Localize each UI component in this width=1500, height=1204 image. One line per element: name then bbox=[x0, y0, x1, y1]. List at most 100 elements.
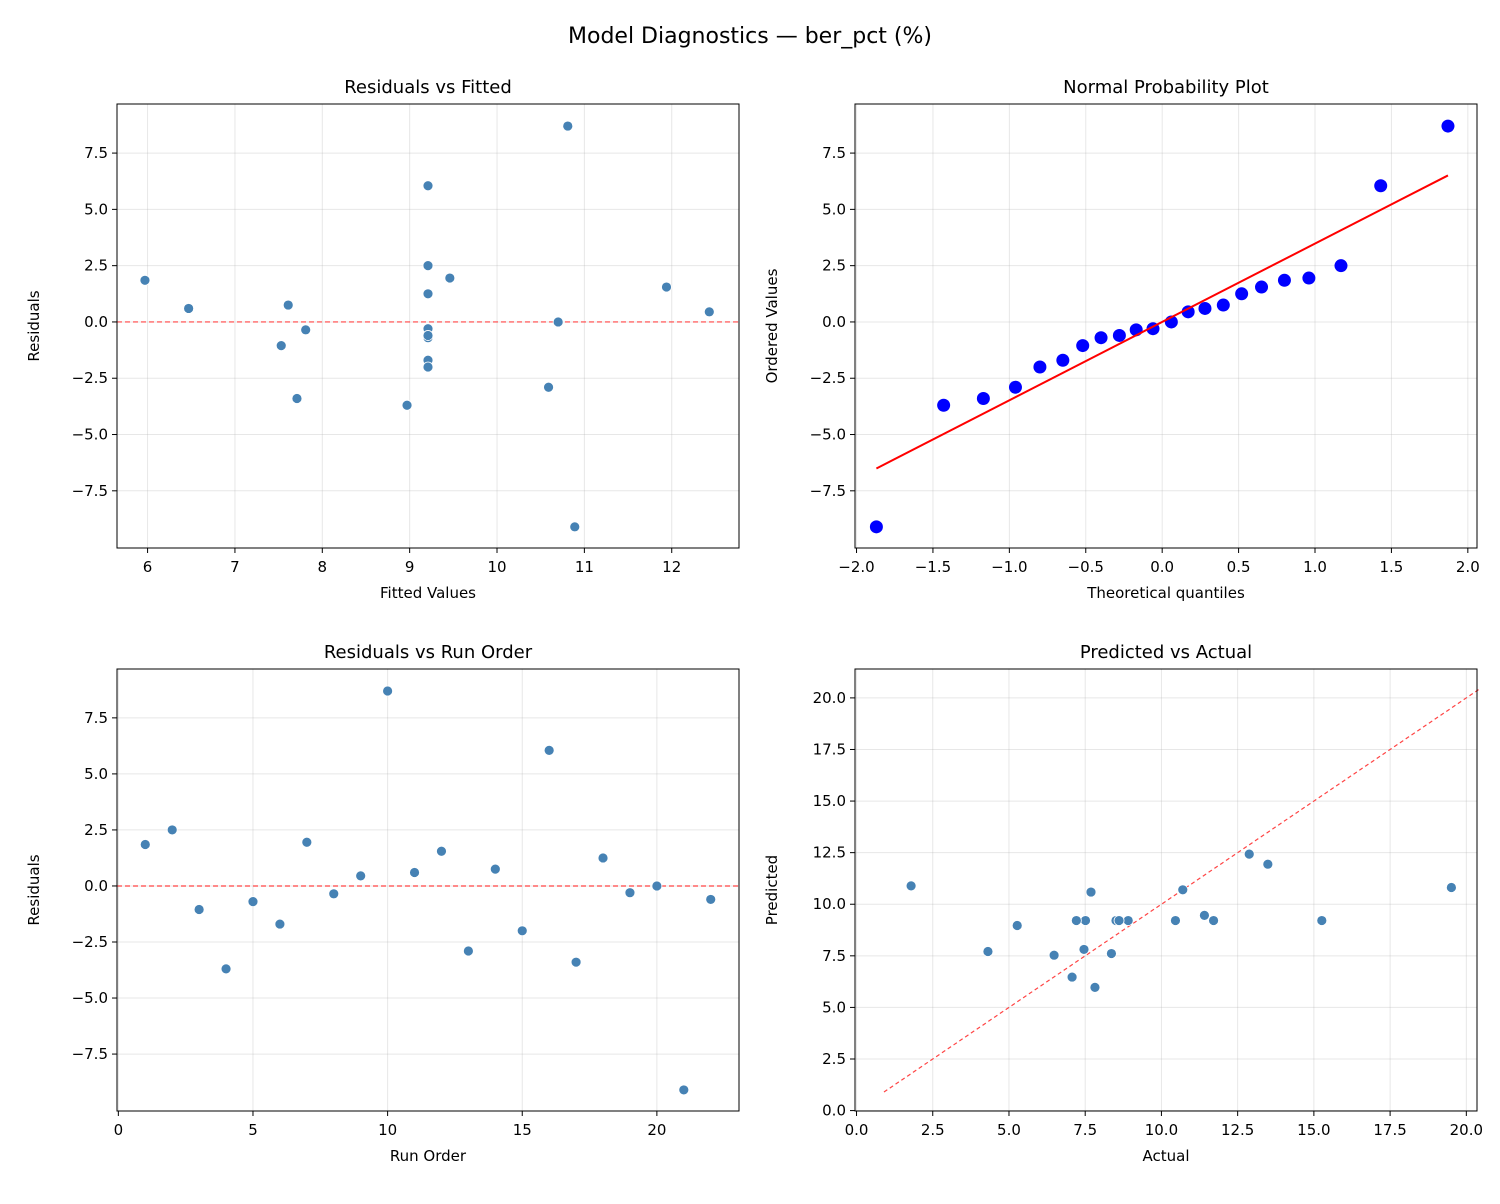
fit-line bbox=[875, 174, 1449, 470]
axes-frame bbox=[854, 103, 1478, 549]
data-point bbox=[1011, 920, 1023, 931]
y-axis-label: Residuals bbox=[25, 290, 43, 361]
x-axis-label: Fitted Values bbox=[380, 584, 476, 602]
data-point bbox=[1078, 944, 1090, 955]
x-tick-label: 0.0 bbox=[1150, 558, 1174, 576]
y-tick-label: 7.5 bbox=[84, 144, 108, 162]
y-tick-label: 2.5 bbox=[822, 1050, 846, 1068]
subplot-title: Predicted vs Actual bbox=[1080, 642, 1252, 663]
data-point bbox=[1208, 915, 1219, 926]
data-point bbox=[401, 399, 413, 411]
data-point bbox=[1106, 948, 1117, 959]
data-point bbox=[275, 340, 287, 351]
y-tick-label: 2.5 bbox=[84, 257, 108, 275]
data-point bbox=[705, 894, 717, 905]
data-point bbox=[703, 306, 715, 318]
axes-frame bbox=[116, 103, 740, 549]
data-point bbox=[516, 925, 528, 937]
y-tick-label: 0.0 bbox=[822, 313, 846, 331]
x-tick-label: 10 bbox=[487, 558, 506, 576]
data-point bbox=[543, 744, 555, 756]
data-point bbox=[282, 299, 294, 311]
data-point bbox=[220, 963, 232, 975]
subplot-title: Residuals vs Run Order bbox=[324, 642, 533, 663]
data-point bbox=[869, 520, 883, 534]
y-tick-label: −5.0 bbox=[72, 426, 108, 444]
x-tick-label: 12.5 bbox=[1221, 1121, 1254, 1139]
data-point bbox=[937, 398, 951, 412]
data-point bbox=[193, 904, 205, 915]
data-point bbox=[597, 852, 609, 864]
data-point bbox=[1177, 884, 1189, 896]
normal-probability-subplot: −2.0 −1.5 −1.0 −0.5 0.0 0.5 1.0 1.5 2.0 −7.5 −5.0 −… bbox=[763, 77, 1480, 602]
x-tick-label: 15 bbox=[513, 1121, 532, 1139]
residuals-vs-run-order-subplot: 0 5 10 15 20 −7.5 −5.0 −2.5 0.0 2.5 5.0 7.5 Residual… bbox=[25, 642, 740, 1165]
data-point bbox=[624, 887, 636, 899]
data-point bbox=[1302, 271, 1316, 285]
data-point bbox=[1113, 915, 1125, 926]
residuals-vs-fitted-subplot: 6 7 8 9 10 11 12 −7.5 −5.0 −2.5 0.0 2.5 5.0 7.5 Residu… bbox=[25, 77, 740, 602]
x-tick-label: 1.0 bbox=[1303, 558, 1327, 576]
y-tick-label: 7.5 bbox=[84, 709, 108, 727]
x-tick-label: 0 bbox=[114, 1121, 124, 1139]
x-tick-label: 0.5 bbox=[1227, 558, 1251, 576]
data-point bbox=[1445, 882, 1457, 893]
x-tick-label: −2.0 bbox=[838, 558, 874, 576]
data-point bbox=[1070, 915, 1082, 926]
x-tick-label: 2.0 bbox=[1456, 558, 1480, 576]
data-point bbox=[462, 945, 474, 957]
x-tick-label: 5 bbox=[248, 1121, 258, 1139]
y-axis-label: Predicted bbox=[763, 855, 781, 925]
data-point bbox=[355, 870, 367, 882]
predicted-vs-actual-subplot: 0.0 2.5 5.0 7.5 10.0 12.5 15.0 17.5 20.0 0.0 2.5 5.… bbox=[763, 642, 1483, 1165]
data-point bbox=[166, 824, 178, 836]
x-tick-label: 20.0 bbox=[1450, 1121, 1483, 1139]
data-point bbox=[905, 880, 917, 892]
x-tick-label: 10.0 bbox=[1145, 1121, 1178, 1139]
data-point bbox=[1334, 259, 1348, 273]
y-tick-label: 5.0 bbox=[84, 765, 108, 783]
axes-frame bbox=[854, 668, 1478, 1112]
x-tick-label: 1.5 bbox=[1379, 558, 1403, 576]
data-point bbox=[1441, 119, 1455, 133]
data-point bbox=[661, 281, 672, 293]
data-point bbox=[422, 288, 434, 300]
x-tick-label: −1.5 bbox=[915, 558, 951, 576]
data-point bbox=[1235, 287, 1249, 301]
y-tick-label: 5.0 bbox=[84, 200, 108, 218]
data-point bbox=[1056, 353, 1070, 367]
x-axis-label: Actual bbox=[1143, 1147, 1190, 1165]
y-tick-label: 2.5 bbox=[84, 821, 108, 839]
data-point bbox=[328, 888, 340, 900]
data-point bbox=[1277, 273, 1291, 287]
y-axis-label: Ordered Values bbox=[763, 268, 781, 383]
y-tick-label: −5.0 bbox=[72, 989, 108, 1007]
data-point bbox=[436, 845, 447, 857]
x-tick-label: 7 bbox=[230, 558, 240, 576]
data-point bbox=[982, 946, 994, 957]
data-point bbox=[422, 260, 434, 272]
y-axis-label: Residuals bbox=[25, 854, 43, 925]
data-point bbox=[1076, 339, 1090, 353]
x-tick-label: 8 bbox=[318, 558, 328, 576]
data-point bbox=[139, 274, 151, 286]
y-tick-label: 0.0 bbox=[822, 1102, 846, 1120]
y-tick-label: −7.5 bbox=[72, 482, 108, 500]
x-tick-label: 11 bbox=[575, 558, 594, 576]
data-point bbox=[1066, 971, 1078, 983]
data-point bbox=[1033, 360, 1047, 374]
data-point bbox=[1112, 328, 1126, 342]
x-tick-label: 15.0 bbox=[1297, 1121, 1330, 1139]
y-tick-label: 5.0 bbox=[822, 998, 846, 1016]
data-point bbox=[422, 180, 434, 192]
x-tick-label: 7.5 bbox=[1073, 1121, 1097, 1139]
y-tick-label: 2.5 bbox=[822, 257, 846, 275]
data-point bbox=[1255, 280, 1269, 294]
data-point bbox=[139, 839, 151, 850]
data-point bbox=[569, 521, 581, 533]
y-tick-label: 10.0 bbox=[813, 895, 846, 913]
x-axis-label: Run Order bbox=[390, 1147, 467, 1165]
y-tick-label: −7.5 bbox=[72, 1045, 108, 1063]
data-point bbox=[1374, 179, 1388, 193]
